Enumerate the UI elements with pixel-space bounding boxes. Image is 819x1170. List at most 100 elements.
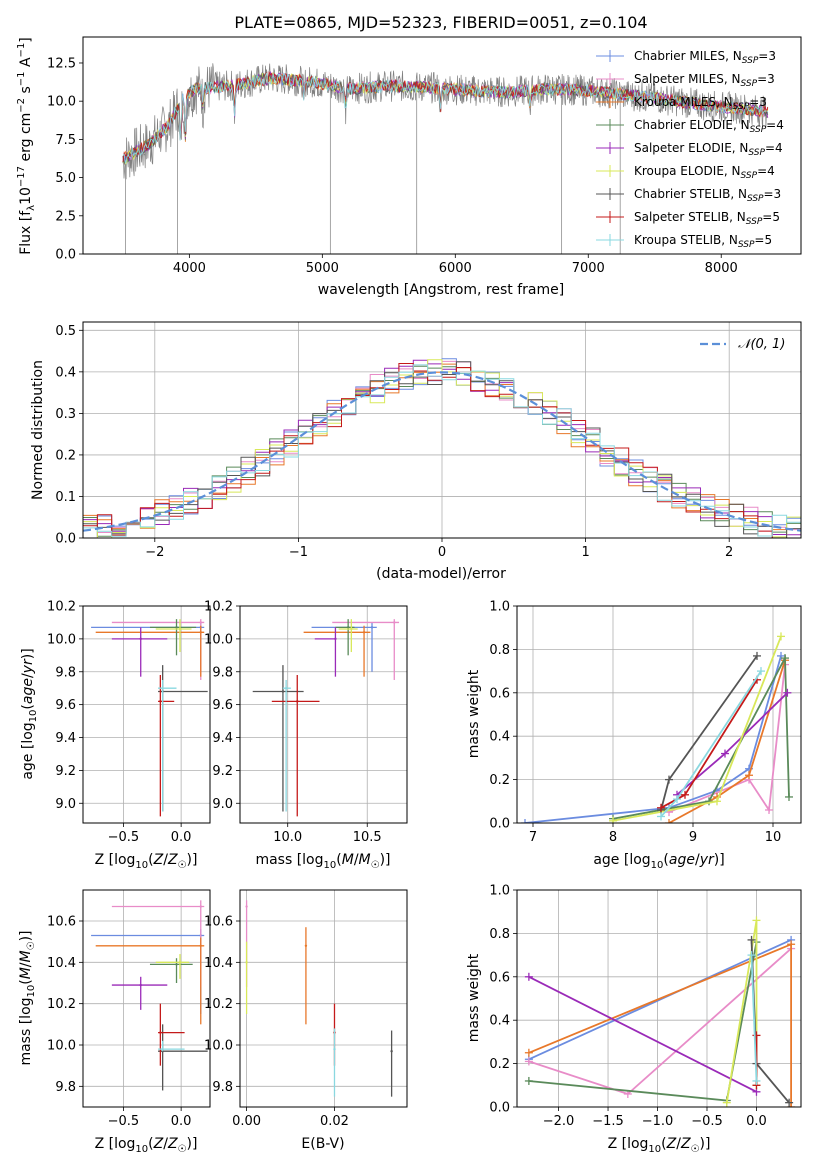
chart-massweight_vs_Z: −2.0 −1.5 −1.0 −0.5 0.0 0.0 0.2 0.4 0.6 0.8 1.0 [489, 884, 802, 1129]
model-line [122, 70, 769, 163]
x-axis-label: age [log10(age/yr)] [593, 852, 724, 871]
y-tick-label: 9.4 [212, 731, 233, 746]
data-point [139, 637, 142, 641]
data-point [350, 627, 353, 631]
y-axis-label: mass weight [466, 953, 482, 1042]
data-point [304, 944, 308, 947]
y-axis-label: Normed distribution [30, 360, 46, 500]
data-point [296, 700, 299, 703]
x-tick-label: −2 [145, 545, 164, 560]
y-tick-label: 9.2 [212, 764, 233, 779]
series-line [528, 975, 757, 1093]
data-point [390, 1050, 393, 1053]
chart-title: PLATE=0865, MJD=52323, FIBERID=0051, z=0… [234, 13, 647, 32]
data-point [159, 700, 162, 703]
axes-frame [516, 605, 802, 824]
data-point [161, 686, 164, 690]
plot-area [91, 619, 208, 817]
y-axis-label: mass weight [466, 669, 482, 758]
gaussian-curve [83, 371, 801, 532]
x-tick-label: 10.0 [273, 830, 302, 845]
x-tick-label: 8000 [705, 261, 738, 276]
data-point [178, 961, 182, 964]
x-tick-label: 0 [438, 545, 446, 560]
x-tick-label: 7000 [572, 261, 605, 276]
y-tick-label: 10.6 [47, 915, 76, 930]
y-tick-label: 9.8 [212, 665, 233, 680]
y-tick-label: 0.8 [489, 927, 510, 942]
y-tick-label: 0.4 [489, 1014, 510, 1029]
x-tick-label: 0.02 [320, 1114, 349, 1129]
y-tick-label: 0.2 [489, 773, 510, 788]
x-axis-label: E(B-V) [301, 1136, 344, 1152]
plot-area [245, 900, 393, 1097]
data-point [334, 637, 337, 641]
legend-entry: Salpeter MILES, NSSP=3 [634, 72, 775, 89]
axes-frame [82, 605, 211, 824]
plot-area [91, 900, 208, 1091]
y-tick-label: 7.5 [55, 133, 76, 148]
y-tick-label: 12.5 [47, 56, 76, 71]
chart-mass_vs_Z: −0.5 0.0 9.8 10.0 10.2 10.4 10.6 [47, 889, 211, 1129]
x-axis-label: mass [log10(M/M☉)] [255, 852, 390, 871]
histogram-step [83, 364, 801, 538]
model-line [122, 72, 769, 164]
y-tick-label: 1.0 [489, 600, 510, 615]
histogram-step [83, 365, 801, 537]
y-tick-label: 9.4 [55, 731, 76, 746]
y-tick-label: 5.0 [55, 171, 76, 186]
x-tick-label: −1.0 [642, 1114, 674, 1129]
data-point [175, 626, 178, 629]
x-tick-label: −2.0 [543, 1114, 575, 1129]
y-tick-label: 10.0 [204, 1039, 233, 1054]
y-tick-label: 10.0 [204, 632, 233, 647]
x-tick-label: 4000 [173, 261, 206, 276]
data-point [159, 1031, 162, 1034]
y-tick-label: 0.2 [55, 448, 76, 463]
y-tick-label: 10.4 [204, 956, 233, 971]
x-tick-label: 9 [689, 830, 697, 845]
y-tick-label: 0.8 [489, 643, 510, 658]
x-tick-label: 1 [581, 545, 589, 560]
y-tick-label: 0.3 [55, 407, 76, 422]
x-tick-label: 10.5 [353, 830, 382, 845]
x-tick-label: 10 [765, 830, 782, 845]
y-tick-label: 9.8 [55, 665, 76, 680]
data-point [245, 961, 248, 964]
x-tick-label: 2 [725, 545, 733, 560]
series-line [528, 941, 758, 1102]
y-tick-label: 0.4 [55, 365, 76, 380]
x-tick-label: 6000 [439, 261, 472, 276]
y-tick-label: 2.5 [55, 209, 76, 224]
y-axis-label: Flux [fλ10−17 erg cm−2 s−1 A−1] [16, 37, 37, 255]
chart-residuals: 𝒩(0, 1) −2 −1 0 1 2 0.0 0.1 0.2 0.3 0.4 0.5 [55, 321, 802, 560]
y-tick-label: 0.6 [489, 686, 510, 701]
plot-area [252, 619, 400, 817]
y-tick-label: 10.2 [204, 600, 233, 615]
legend-entry: Salpeter STELIB, NSSP=5 [634, 210, 780, 227]
y-tick-label: 0.5 [55, 324, 76, 339]
x-axis-label: Z [log10(Z/Z☉)] [608, 1136, 711, 1155]
y-tick-label: 1.0 [489, 884, 510, 899]
y-tick-label: 10.0 [47, 95, 76, 110]
y-tick-label: 10.2 [204, 997, 233, 1012]
data-point [362, 631, 366, 634]
data-point [245, 905, 248, 908]
legend-entry: Salpeter ELODIE, NSSP=4 [634, 141, 783, 158]
y-tick-label: 10.0 [47, 1039, 76, 1054]
series-line [612, 636, 782, 822]
y-tick-label: 0.4 [489, 730, 510, 745]
y-tick-label: 10.2 [47, 997, 76, 1012]
series-line [668, 660, 786, 823]
y-tick-label: 10.2 [47, 600, 76, 615]
axes-frame [239, 605, 408, 824]
y-tick-label: 9.8 [212, 1080, 233, 1095]
y-axis-label: age [log10(age/yr)] [20, 648, 39, 779]
data-point [333, 1047, 336, 1051]
x-tick-label: 0.0 [171, 830, 192, 845]
model-line [122, 72, 769, 166]
x-tick-label: −0.5 [691, 1114, 723, 1129]
y-tick-label: 10.4 [47, 956, 76, 971]
x-axis-label: wavelength [Angstrom, rest frame] [318, 282, 564, 298]
